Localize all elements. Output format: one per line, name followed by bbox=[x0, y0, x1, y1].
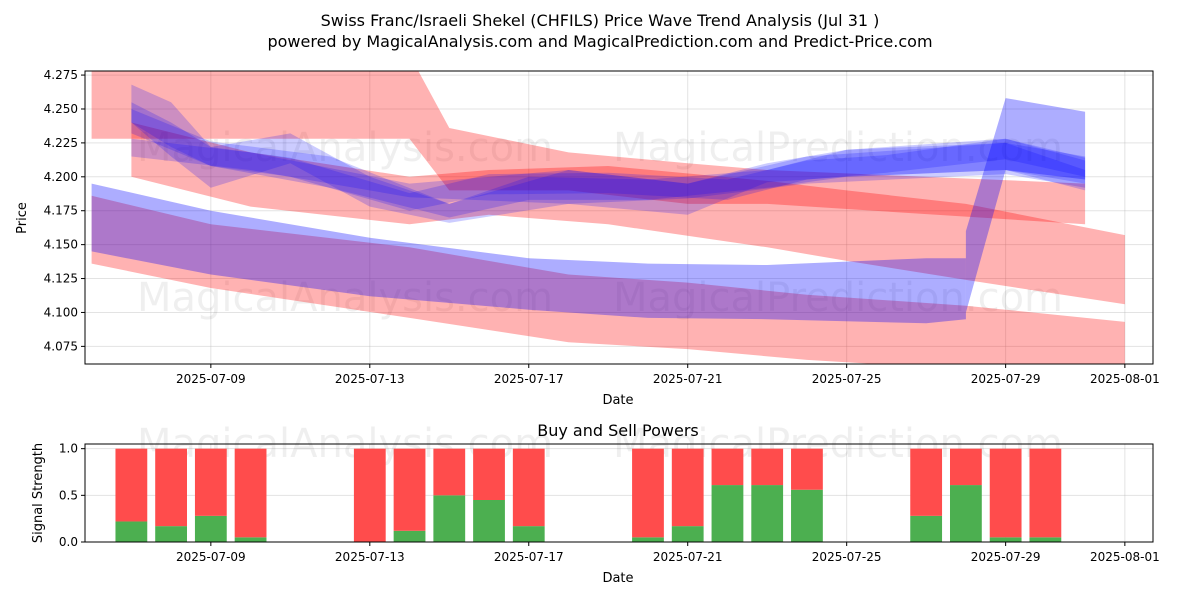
signal-plot-frame bbox=[84, 443, 1154, 543]
price-y-tick-label: 4.200 bbox=[44, 170, 78, 184]
buy-bar bbox=[194, 515, 227, 542]
buy-bar bbox=[1029, 537, 1062, 542]
sell-bar bbox=[1029, 448, 1062, 538]
price-y-tick-label: 4.100 bbox=[44, 305, 78, 319]
signal-x-tick-label: 2025-07-13 bbox=[335, 550, 405, 564]
buy-bar bbox=[989, 537, 1022, 542]
buy-bar bbox=[791, 489, 823, 542]
buy-bar bbox=[751, 485, 784, 542]
price-x-axis-label: Date bbox=[602, 393, 633, 408]
sell-bar bbox=[473, 448, 505, 500]
signal-x-tick-label: 2025-07-25 bbox=[812, 550, 882, 564]
sell-bar bbox=[989, 448, 1022, 538]
wave-band-8 bbox=[131, 84, 1086, 223]
sell-bar bbox=[910, 448, 943, 516]
buy-bar bbox=[433, 495, 466, 542]
price-x-tick-label: 2025-07-17 bbox=[494, 372, 564, 386]
wave-band-4 bbox=[965, 98, 1086, 313]
sell-bar bbox=[234, 448, 267, 538]
buy-bar bbox=[234, 537, 267, 542]
sell-bar bbox=[791, 448, 823, 490]
buy-bar bbox=[155, 526, 187, 542]
wave-band-7 bbox=[131, 102, 1086, 211]
sell-bar bbox=[194, 448, 227, 516]
price-y-tick-label: 4.275 bbox=[44, 68, 78, 82]
price-y-axis-label: Price bbox=[15, 202, 30, 234]
price-y-tick-label: 4.225 bbox=[44, 136, 78, 150]
watermark-text: MagicalPrediction.com bbox=[613, 125, 1063, 171]
price-x-tick-label: 2025-07-29 bbox=[971, 372, 1041, 386]
wave-band-2 bbox=[91, 195, 1125, 364]
price-y-tick-label: 4.250 bbox=[44, 102, 78, 116]
signal-y-tick-label: 0.0 bbox=[59, 535, 78, 549]
sell-bar bbox=[711, 448, 744, 486]
sell-bar bbox=[115, 448, 148, 522]
chart-title: Swiss Franc/Israeli Shekel (CHFILS) Pric… bbox=[321, 11, 880, 30]
watermark-text: MagicalPrediction.com bbox=[613, 275, 1063, 321]
signal-y-tick-label: 1.0 bbox=[59, 442, 78, 456]
signal-x-tick-label: 2025-07-17 bbox=[494, 550, 564, 564]
wave-band-6 bbox=[131, 109, 1086, 218]
price-y-tick-label: 4.175 bbox=[44, 204, 78, 218]
price-plot-frame bbox=[84, 70, 1154, 365]
sell-bar bbox=[632, 448, 664, 538]
signal-x-tick-label: 2025-08-01 bbox=[1090, 550, 1160, 564]
buy-bar bbox=[393, 530, 426, 542]
signal-x-tick-label: 2025-07-29 bbox=[971, 550, 1041, 564]
chart-subtitle: powered by MagicalAnalysis.com and Magic… bbox=[267, 32, 932, 51]
price-x-tick-label: 2025-07-25 bbox=[812, 372, 882, 386]
sell-bar bbox=[155, 448, 187, 527]
buy-bar bbox=[671, 526, 704, 542]
signal-x-axis-label: Date bbox=[602, 571, 633, 586]
price-plot: MagicalAnalysis.com MagicalPrediction.com… bbox=[44, 68, 1160, 386]
signal-y-tick-label: 0.5 bbox=[59, 488, 78, 502]
watermark-text: MagicalAnalysis.com bbox=[137, 275, 553, 321]
price-y-tick-label: 4.150 bbox=[44, 238, 78, 252]
signal-x-tick-label: 2025-07-21 bbox=[653, 550, 723, 564]
price-y-tick-label: 4.125 bbox=[44, 272, 78, 286]
wave-band-1 bbox=[131, 122, 1125, 305]
price-x-tick-label: 2025-08-01 bbox=[1090, 372, 1160, 386]
wave-band-5 bbox=[131, 138, 1086, 204]
buy-bar bbox=[711, 485, 744, 542]
sell-bar bbox=[433, 448, 466, 496]
buy-bar bbox=[949, 485, 982, 542]
buy-bar bbox=[632, 537, 664, 542]
buy-bar bbox=[512, 526, 545, 542]
signal-y-axis-label: Signal Strength bbox=[31, 443, 46, 543]
price-x-tick-label: 2025-07-09 bbox=[176, 372, 246, 386]
signal-plot: MagicalAnalysis.com MagicalPrediction.com… bbox=[59, 421, 1160, 564]
buy-bar bbox=[473, 500, 505, 542]
sell-bar bbox=[512, 448, 545, 527]
wave-band-3 bbox=[91, 183, 966, 324]
signal-chart-title: Buy and Sell Powers bbox=[537, 421, 699, 440]
price-x-tick-label: 2025-07-21 bbox=[653, 372, 723, 386]
buy-bar bbox=[910, 515, 943, 542]
price-x-tick-label: 2025-07-13 bbox=[335, 372, 405, 386]
sell-bar bbox=[751, 448, 784, 486]
price-y-tick-label: 4.075 bbox=[44, 339, 78, 353]
watermark-text: MagicalAnalysis.com bbox=[137, 125, 553, 171]
buy-bar bbox=[115, 521, 148, 542]
wave-band-0 bbox=[91, 71, 1086, 225]
signal-x-tick-label: 2025-07-09 bbox=[176, 550, 246, 564]
sell-bar bbox=[949, 448, 982, 486]
sell-bar bbox=[671, 448, 704, 527]
sell-bar bbox=[353, 448, 386, 542]
sell-bar bbox=[393, 448, 426, 531]
